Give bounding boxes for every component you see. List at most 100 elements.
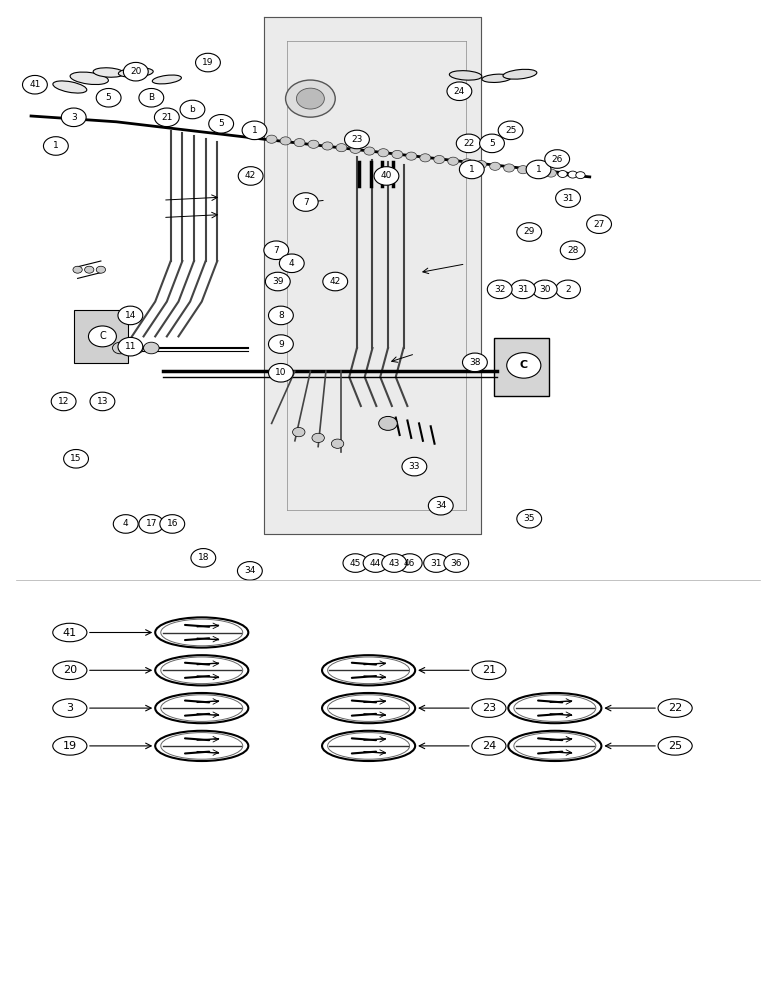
- Ellipse shape: [327, 733, 410, 759]
- Text: 1: 1: [469, 165, 475, 174]
- Circle shape: [532, 167, 542, 175]
- Ellipse shape: [327, 657, 410, 684]
- Ellipse shape: [93, 68, 124, 77]
- Circle shape: [476, 161, 487, 169]
- Circle shape: [658, 699, 692, 717]
- Text: 15: 15: [71, 454, 81, 463]
- Text: 31: 31: [431, 559, 442, 568]
- Circle shape: [242, 121, 267, 140]
- Circle shape: [345, 130, 369, 149]
- Text: 35: 35: [524, 514, 535, 523]
- Text: B: B: [148, 93, 154, 102]
- Text: 3: 3: [66, 703, 74, 713]
- Text: 34: 34: [244, 566, 255, 575]
- Text: 30: 30: [539, 285, 550, 294]
- FancyBboxPatch shape: [494, 338, 549, 396]
- Text: 45: 45: [350, 559, 361, 568]
- Text: 17: 17: [146, 519, 157, 528]
- Circle shape: [518, 166, 528, 174]
- Text: 5: 5: [106, 93, 112, 102]
- Ellipse shape: [161, 657, 243, 684]
- Circle shape: [308, 140, 319, 148]
- Text: 28: 28: [567, 246, 578, 255]
- Text: 1: 1: [535, 165, 542, 174]
- Circle shape: [480, 134, 504, 153]
- Circle shape: [139, 515, 164, 533]
- Text: 31: 31: [518, 285, 528, 294]
- Text: b: b: [189, 105, 196, 114]
- Circle shape: [364, 147, 375, 155]
- Text: 7: 7: [303, 198, 309, 207]
- Circle shape: [517, 223, 542, 241]
- Text: 19: 19: [63, 741, 77, 751]
- Circle shape: [144, 342, 159, 354]
- Circle shape: [447, 82, 472, 101]
- Text: 22: 22: [463, 139, 474, 148]
- Text: 1: 1: [251, 126, 258, 135]
- Ellipse shape: [70, 72, 109, 85]
- Circle shape: [43, 137, 68, 155]
- Ellipse shape: [482, 74, 511, 82]
- Circle shape: [374, 167, 399, 185]
- Circle shape: [472, 699, 506, 717]
- Text: 19: 19: [203, 58, 213, 67]
- Circle shape: [322, 142, 333, 150]
- Text: 39: 39: [272, 277, 283, 286]
- Circle shape: [487, 280, 512, 299]
- Circle shape: [378, 149, 389, 157]
- FancyBboxPatch shape: [74, 310, 128, 362]
- Text: 7: 7: [273, 246, 279, 255]
- Ellipse shape: [161, 733, 243, 759]
- Text: 20: 20: [130, 67, 141, 76]
- Circle shape: [490, 162, 501, 170]
- Circle shape: [546, 169, 556, 177]
- Ellipse shape: [327, 695, 410, 721]
- Text: 18: 18: [198, 553, 209, 562]
- Text: 12: 12: [58, 397, 69, 406]
- Circle shape: [118, 306, 143, 325]
- Text: 27: 27: [594, 220, 605, 229]
- Circle shape: [428, 496, 453, 515]
- Circle shape: [397, 554, 422, 572]
- Text: 32: 32: [494, 285, 505, 294]
- Circle shape: [53, 623, 87, 642]
- Text: 8: 8: [278, 311, 284, 320]
- Text: 42: 42: [245, 171, 256, 180]
- Text: 41: 41: [63, 628, 77, 638]
- Circle shape: [532, 280, 557, 299]
- Ellipse shape: [155, 617, 248, 648]
- Circle shape: [556, 280, 580, 299]
- Circle shape: [459, 160, 484, 179]
- Circle shape: [379, 416, 397, 430]
- Polygon shape: [264, 17, 481, 534]
- Text: 41: 41: [29, 80, 40, 89]
- Circle shape: [448, 157, 459, 165]
- Circle shape: [96, 266, 106, 273]
- Circle shape: [191, 549, 216, 567]
- Circle shape: [113, 515, 138, 533]
- Text: 22: 22: [668, 703, 682, 713]
- Text: 26: 26: [552, 155, 563, 164]
- Text: 23: 23: [482, 703, 496, 713]
- Text: 13: 13: [97, 397, 108, 406]
- Ellipse shape: [155, 655, 248, 685]
- Ellipse shape: [449, 71, 482, 80]
- Text: 44: 44: [370, 559, 381, 568]
- Ellipse shape: [155, 693, 248, 723]
- Circle shape: [123, 62, 148, 81]
- Ellipse shape: [508, 731, 601, 761]
- Circle shape: [462, 159, 473, 167]
- Circle shape: [294, 139, 305, 147]
- Circle shape: [268, 335, 293, 353]
- Circle shape: [312, 433, 324, 443]
- Ellipse shape: [508, 693, 601, 723]
- Circle shape: [406, 152, 417, 160]
- Circle shape: [85, 266, 94, 273]
- Circle shape: [382, 554, 407, 572]
- Circle shape: [88, 326, 116, 347]
- Text: 21: 21: [482, 665, 496, 675]
- Circle shape: [266, 135, 277, 143]
- Circle shape: [160, 515, 185, 533]
- Circle shape: [118, 337, 143, 356]
- Circle shape: [498, 121, 523, 140]
